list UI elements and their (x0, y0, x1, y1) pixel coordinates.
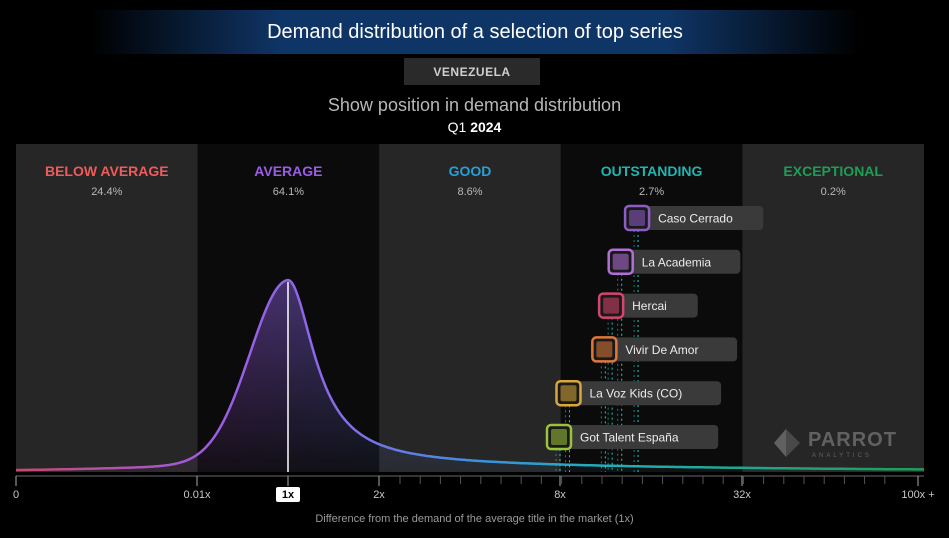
band-share: 24.4% (91, 186, 122, 198)
title-thumbnail-image (596, 341, 613, 358)
x-tick-label: 8x (554, 489, 566, 501)
x-tick-label: 0 (13, 489, 19, 501)
chart-title-banner: Demand distribution of a selection of to… (90, 10, 860, 54)
country-tag: VENEZUELA (404, 58, 540, 85)
title-marker: Got Talent España (545, 423, 719, 451)
x-tick-label: 0.01x (184, 489, 211, 501)
distribution-area (16, 280, 924, 472)
title-marker: Caso Cerrado (623, 204, 764, 232)
band-label: GOOD (449, 163, 492, 179)
title-marker: La Academia (607, 248, 741, 276)
distribution-curve (15, 278, 924, 472)
parrot-watermark: PARROT ANALYTICS (770, 425, 910, 465)
title-marker: La Voz Kids (CO) (555, 379, 722, 407)
band-share: 8.6% (457, 186, 482, 198)
chart-title: Demand distribution of a selection of to… (267, 20, 683, 43)
title-label-bg (561, 381, 722, 406)
title-label-bg (630, 206, 764, 230)
band-label: EXCEPTIONAL (783, 163, 883, 179)
title-label-bg (597, 337, 738, 362)
x-axis: 0 0.01x 1x 2x 8x 32x 100x + (13, 475, 935, 502)
title-label-bg (604, 293, 698, 318)
title-thumbnail-image (612, 253, 629, 270)
band-labels: BELOW AVERAGE 24.4% AVERAGE 64.1% GOOD 8.6% OU… (45, 163, 883, 198)
x-axis-title: Difference from the demand of the averag… (315, 513, 634, 525)
band-label: BELOW AVERAGE (45, 163, 169, 179)
title-name: Vivir De Amor (625, 343, 698, 357)
title-name: La Voz Kids (CO) (589, 387, 682, 401)
period-year: 2024 (470, 119, 502, 135)
band-label: AVERAGE (254, 163, 322, 179)
title-name: La Academia (642, 255, 712, 269)
x-tick-label: 2x (373, 489, 385, 501)
title-name: Hercai (632, 299, 667, 313)
title-marker: Vivir De Amor (591, 336, 738, 363)
period-label: Q1 2024 (0, 119, 949, 135)
period-quarter: Q1 (447, 119, 467, 135)
band-bg-2 (379, 144, 561, 472)
band-bg-4 (742, 144, 924, 472)
watermark-sub: ANALYTICS (812, 453, 872, 459)
chart-subtitle: Show position in demand distribution (327, 95, 622, 115)
band-share: 2.7% (639, 186, 664, 198)
x-tick-label: 1x (282, 489, 295, 501)
x-tick-label: 32x (733, 489, 751, 501)
title-name: Got Talent España (580, 431, 679, 445)
parrot-logo-icon (774, 429, 800, 457)
title-label-bg (552, 425, 719, 449)
title-markers: Caso Cerrado La Academia Hercai Vivir De Am… (545, 204, 764, 451)
title-thumbnail-image (551, 429, 567, 445)
band-label: OUTSTANDING (601, 163, 703, 179)
title-label-bg (613, 249, 741, 274)
title-marker: Hercai (597, 292, 698, 319)
x-tick-label: 100x + (901, 489, 934, 501)
title-thumbnail-image (603, 297, 620, 314)
average-tick-badge (276, 487, 300, 502)
title-thumbnail-image (560, 385, 577, 402)
band-share: 0.2% (821, 186, 846, 198)
band-share: 64.1% (273, 186, 304, 198)
title-thumbnail-image (629, 210, 646, 226)
title-name: Caso Cerrado (658, 212, 733, 226)
band-bg-0 (16, 144, 198, 472)
watermark-brand: PARROT (808, 429, 897, 451)
